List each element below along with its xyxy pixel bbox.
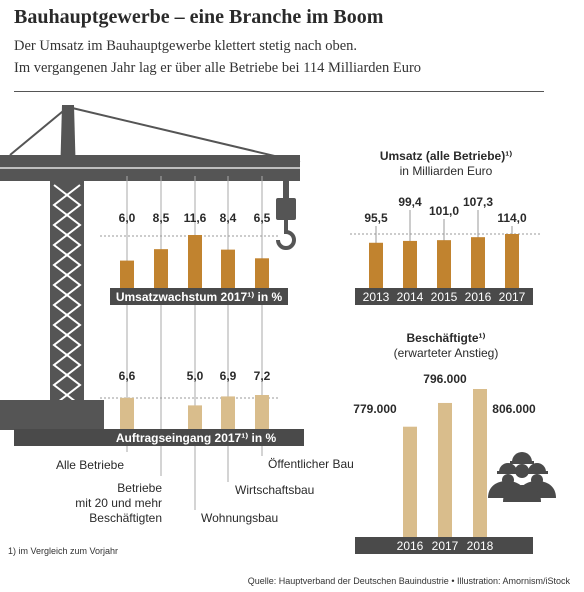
umsatzwachstum-value-label: 6,5: [254, 211, 271, 225]
umsatz-year-band: [355, 288, 533, 305]
umsatzwachstum-value-label: 6,0: [119, 211, 136, 225]
subtitle-line-1: Der Umsatz im Bauhauptgewerbe klettert s…: [14, 38, 358, 54]
auftragseingang-value-label: 6,9: [220, 369, 237, 383]
umsatz-bar: [437, 240, 451, 288]
beschaeftigte-year-label: 2018: [467, 539, 494, 553]
beschaeftigte-value-labels: 779.000 796.000 806.000: [353, 372, 536, 416]
tower-lattice: [52, 184, 82, 406]
source-credit: Quelle: Hauptverband der Deutschen Bauin…: [247, 576, 570, 586]
umsatz-value-label: 99,4: [398, 195, 422, 209]
category-label-betriebe-1: Betriebe: [117, 481, 162, 495]
beschaeftigte-value-label: 806.000: [492, 402, 536, 416]
umsatz-title: Umsatz (alle Betriebe)¹⁾: [380, 149, 512, 163]
umsatz-value-label: 101,0: [429, 204, 459, 218]
footnote: 1) im Vergleich zum Vorjahr: [8, 546, 119, 556]
umsatz-year-label: 2013: [363, 290, 390, 304]
auftragseingang-bar: [255, 395, 269, 429]
umsatz-year-labels: 2013 2014 2015 2016 2017: [363, 290, 526, 304]
umsatz-bar: [369, 242, 383, 288]
auftragseingang-band: [14, 429, 304, 446]
umsatz-bar: [505, 234, 519, 288]
beschaeftigte-title: Beschäftigte¹⁾: [407, 331, 486, 345]
auftragseingang-title: Auftragseingang 2017¹⁾ in %: [116, 431, 277, 445]
umsatzwachstum-bar: [255, 258, 269, 288]
beschaeftigte-bar: [403, 426, 417, 537]
beschaeftigte-bar: [438, 402, 452, 537]
auftragseingang-bar: [120, 397, 134, 429]
beschaeftigte-year-band: [355, 537, 533, 554]
umsatz-year-label: 2017: [499, 290, 526, 304]
category-label-alle-betriebe: Alle Betriebe: [56, 458, 124, 472]
subtitle-line-2: Im vergangenen Jahr lag er über alle Bet…: [14, 60, 422, 76]
auftragseingang-bar: [188, 405, 202, 429]
umsatzwachstum-bar: [188, 235, 202, 288]
auftragseingang-value-label: 6,6: [119, 369, 136, 383]
beschaeftigte-subtitle: (erwarteter Anstieg): [394, 346, 499, 360]
umsatz-value-label: 107,3: [463, 195, 493, 209]
umsatz-year-label: 2016: [465, 290, 492, 304]
crane-illustration: [0, 105, 301, 430]
category-label-betriebe-2: mit 20 und mehr: [75, 496, 162, 510]
beschaeftigte-year-label: 2016: [397, 539, 424, 553]
page-title: Bauhauptgewerbe – eine Branche im Boom: [14, 6, 384, 28]
umsatzwachstum-bars: [120, 235, 269, 288]
auftragseingang-value-label: 5,0: [187, 369, 204, 383]
umsatz-year-label: 2015: [431, 290, 458, 304]
auftragseingang-bars: [120, 395, 269, 429]
umsatzwachstum-value-label: 11,6: [184, 211, 207, 225]
beschaeftigte-value-label: 779.000: [353, 402, 397, 416]
umsatz-subtitle: in Milliarden Euro: [400, 164, 493, 178]
category-label-wohnungsbau: Wohnungsbau: [201, 511, 278, 525]
umsatzwachstum-bar: [120, 260, 134, 288]
auftragseingang-value-labels: 6,6 5,0 6,9 7,2: [119, 369, 271, 383]
category-label-wirtschaftsbau: Wirtschaftsbau: [235, 483, 314, 497]
umsatzwachstum-value-label: 8,4: [220, 211, 237, 225]
umsatzwachstum-bar: [154, 249, 168, 288]
auftragseingang-bar: [221, 396, 235, 429]
umsatzwachstum-title: Umsatzwachstum 2017¹⁾ in %: [116, 290, 283, 304]
umsatz-bar: [471, 237, 485, 288]
header-divider: [14, 91, 544, 92]
umsatz-bar: [403, 240, 417, 288]
category-label-oeffentlicher-bau: Öffentlicher Bau: [268, 457, 354, 471]
beschaeftigte-bars: [403, 389, 487, 537]
beschaeftigte-year-labels: 2016 2017 2018: [397, 539, 494, 553]
category-guide-lines: [126, 176, 263, 510]
construction-workers-icon: [488, 452, 556, 502]
umsatzwachstum-bar: [221, 249, 235, 288]
umsatz-value-label: 95,5: [364, 211, 388, 225]
beschaeftigte-year-label: 2017: [432, 539, 459, 553]
umsatz-year-label: 2014: [397, 290, 424, 304]
umsatzwachstum-value-labels: 6,0 8,5 11,6 8,4 6,5: [119, 211, 271, 225]
umsatz-value-label: 114,0: [497, 211, 527, 225]
beschaeftigte-bar: [473, 389, 487, 537]
umsatzwachstum-value-label: 8,5: [153, 211, 170, 225]
umsatzwachstum-band: [110, 288, 288, 305]
umsatz-value-labels: 95,5 99,4 101,0 107,3 114,0: [364, 195, 527, 225]
auftragseingang-value-label: 7,2: [254, 369, 271, 383]
beschaeftigte-value-label: 796.000: [423, 372, 467, 386]
umsatz-bars: [369, 234, 519, 288]
category-label-betriebe-3: Beschäftigten: [89, 511, 162, 525]
